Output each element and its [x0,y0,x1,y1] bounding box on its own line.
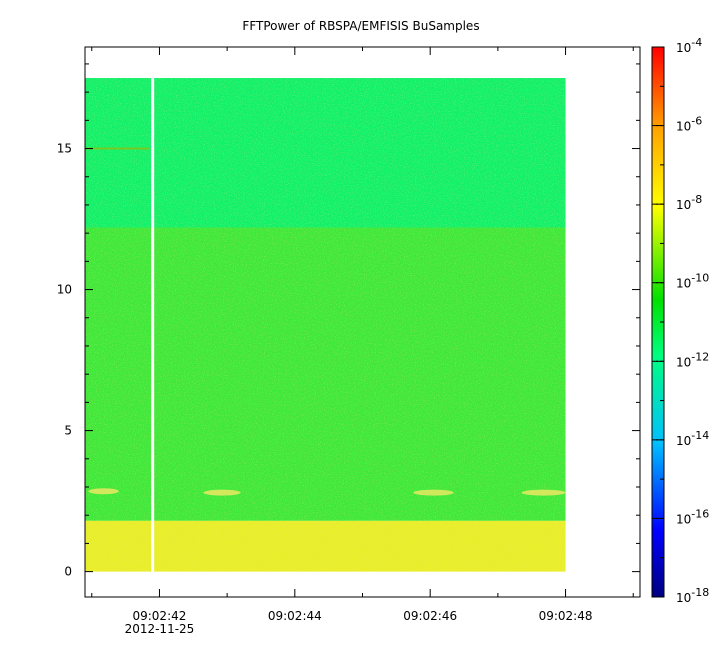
colorbar-tick-label: 10-12 [676,350,709,369]
colorbar-tick-label: 10-4 [676,36,702,55]
colorbar-tick-label: 10-6 [676,115,702,134]
colorbar-tick-label: 10-16 [676,507,709,526]
data-gap [151,78,155,572]
plot-area [85,78,566,572]
y-tick-label: 15 [57,142,72,156]
y-tick-label: 0 [64,565,72,579]
y-tick-label: 5 [64,424,72,438]
spectrogram-streak-3 [413,489,454,496]
colorbar-gradient [652,47,664,597]
colorbar-tick-label: 10-14 [676,429,709,448]
spectrogram-noise [85,78,566,572]
x-tick-label: 09:02:48 [539,609,593,623]
colorbar-tick-label: 10-18 [676,586,709,605]
x-tick-label: 09:02:44 [268,609,322,623]
x-tick-label: 09:02:42 [132,609,186,623]
x-tick-label: 09:02:46 [403,609,457,623]
chart-title: FFTPower of RBSPA/EMFISIS BuSamples [242,19,479,33]
spectrogram-streak-4 [521,489,566,496]
y-axis: 0 5 10 15 [57,63,640,579]
x-tick-sublabel: 2012-11-25 [125,622,195,636]
colorbar: 10-18 10-16 10-14 10-12 10-10 10-8 10-6 10-4 [651,36,709,605]
colorbar-tick-label: 10-8 [676,193,702,212]
y-tick-label: 10 [57,283,72,297]
spectrogram-streak-1 [88,488,119,495]
spectrogram-streak-2 [203,489,241,496]
colorbar-tick-label: 10-10 [676,272,709,291]
